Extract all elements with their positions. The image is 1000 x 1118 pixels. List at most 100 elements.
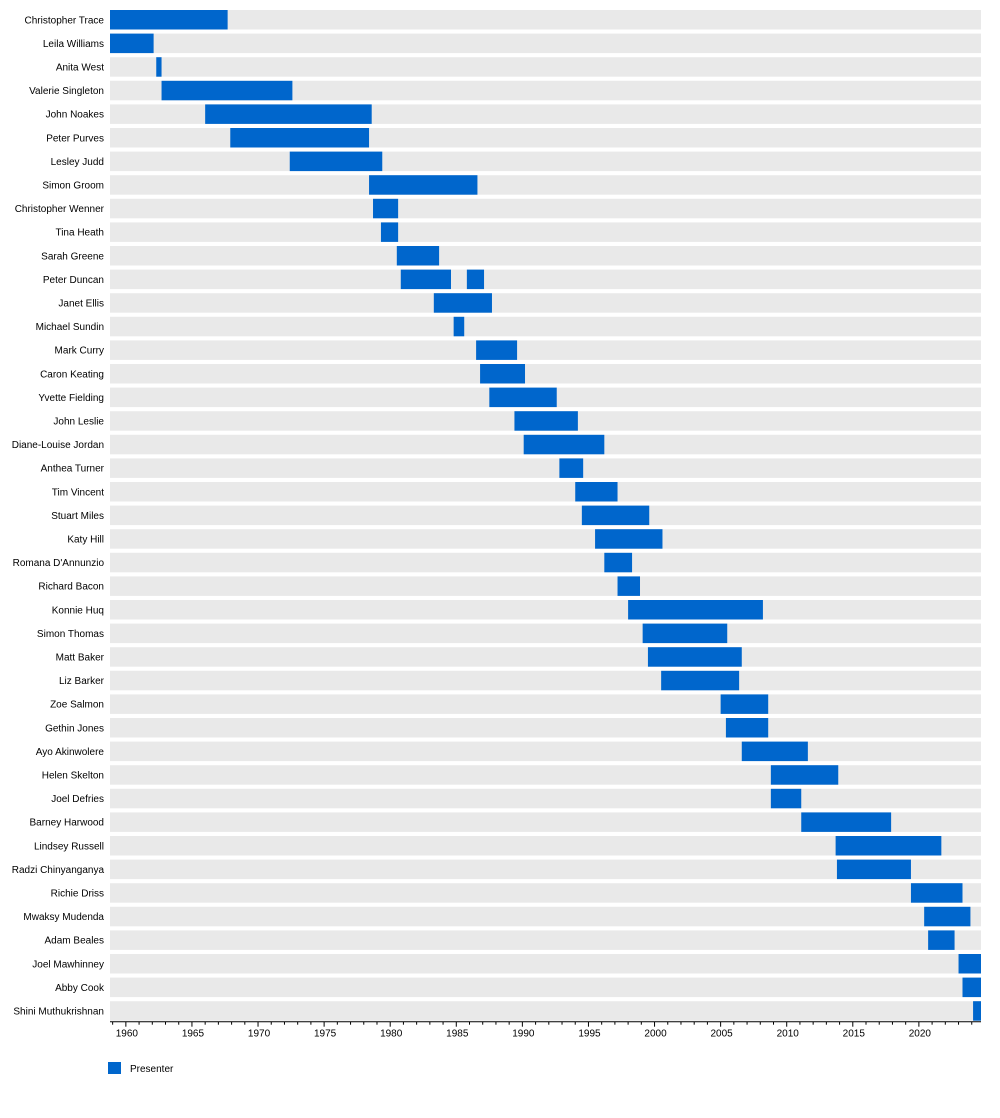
x-tick-label-1965: 1965: [182, 1029, 205, 1040]
row-track-konnie-huq: [110, 600, 981, 620]
row-track-caron-keating: [110, 364, 981, 384]
row-track-matt-baker: [110, 647, 981, 667]
legend-swatch-presenter: [108, 1062, 121, 1074]
label-john-noakes: John Noakes: [46, 110, 104, 121]
row-track-radzi-chinyanganya: [110, 859, 981, 880]
label-peter-duncan: Peter Duncan: [43, 275, 104, 286]
x-tick-label-1980: 1980: [380, 1029, 403, 1040]
row-track-ayo-akinwolere: [110, 741, 981, 762]
row-track-mwaksy-mudenda: [110, 906, 981, 927]
label-zoe-salmon: Zoe Salmon: [50, 700, 104, 711]
bar-yvette-fielding-1: [489, 387, 557, 408]
row-track-shini-muthukrishnan: [110, 1001, 981, 1021]
label-richie-driss: Richie Driss: [51, 888, 104, 899]
bar-michael-sundin-1: [453, 316, 465, 337]
x-tick-label-1990: 1990: [512, 1029, 535, 1040]
row-track-joel-mawhinney: [110, 954, 981, 974]
x-tick-label-2010: 2010: [777, 1029, 800, 1040]
label-mwaksy-mudenda: Mwaksy Mudenda: [23, 912, 104, 923]
bar-konnie-huq-1: [628, 600, 763, 620]
label-leila-williams: Leila Williams: [43, 39, 104, 50]
label-janet-ellis: Janet Ellis: [58, 298, 104, 309]
label-gethin-jones: Gethin Jones: [45, 723, 104, 734]
label-abby-cook: Abby Cook: [55, 983, 105, 994]
x-tick-label-1985: 1985: [446, 1029, 469, 1040]
bar-simon-groom-1: [369, 175, 478, 195]
bar-richie-driss-1: [910, 883, 963, 903]
label-christopher-wenner: Christopher Wenner: [15, 204, 105, 215]
row-track-richard-bacon: [110, 576, 981, 596]
label-diane-louise-jordan: Diane-Louise Jordan: [12, 440, 104, 451]
bar-tim-vincent-1: [575, 482, 618, 502]
bar-gethin-jones-1: [725, 718, 769, 738]
row-track-lesley-judd: [110, 151, 981, 172]
bar-joel-mawhinney-1: [958, 954, 981, 974]
label-peter-purves: Peter Purves: [46, 133, 104, 144]
label-helen-skelton: Helen Skelton: [42, 770, 104, 781]
row-track-barney-harwood: [110, 812, 981, 832]
row-track-romana-d-annunzio: [110, 552, 981, 573]
label-liz-barker: Liz Barker: [59, 676, 105, 687]
x-axis: 1960 1965 1970 1975 1980 1985 1990 1995 2000 2005…: [110, 1021, 981, 1040]
label-stuart-miles: Stuart Miles: [51, 511, 104, 522]
row-track-tina-heath: [110, 222, 981, 242]
label-adam-beales: Adam Beales: [45, 936, 104, 947]
bar-lesley-judd-1: [289, 151, 383, 172]
bar-adam-beales-1: [928, 930, 955, 950]
row-track-valerie-singleton: [110, 80, 981, 101]
legend: Presenter: [108, 1062, 174, 1075]
bar-caron-keating-1: [480, 364, 526, 384]
bar-mwaksy-mudenda-1: [924, 906, 971, 927]
label-anthea-turner: Anthea Turner: [41, 464, 105, 475]
bar-john-leslie-1: [514, 411, 578, 431]
row-track-gethin-jones: [110, 718, 981, 738]
label-simon-groom: Simon Groom: [42, 180, 104, 191]
label-valerie-singleton: Valerie Singleton: [29, 86, 104, 97]
bar-barney-harwood-1: [801, 812, 892, 832]
label-radzi-chinyanganya: Radzi Chinyanganya: [12, 865, 105, 876]
row-track-katy-hill: [110, 529, 981, 549]
row-track-simon-groom: [110, 175, 981, 195]
row-track-simon-thomas: [110, 623, 981, 644]
legend-label-presenter: Presenter: [130, 1064, 174, 1075]
bar-tina-heath-1: [380, 222, 399, 242]
row-track-anthea-turner: [110, 458, 981, 478]
bar-peter-purves-1: [230, 128, 370, 148]
label-barney-harwood: Barney Harwood: [30, 818, 104, 829]
row-track-christopher-wenner: [110, 198, 981, 219]
bar-simon-thomas-1: [642, 623, 728, 644]
bar-richard-bacon-1: [617, 576, 641, 596]
bar-anthea-turner-1: [559, 458, 584, 478]
label-ayo-akinwolere: Ayo Akinwolere: [36, 747, 105, 758]
row-track-peter-duncan: [110, 269, 981, 290]
bar-janet-ellis-1: [433, 293, 492, 313]
label-yvette-fielding: Yvette Fielding: [38, 393, 104, 404]
bar-john-noakes-1: [205, 104, 372, 124]
row-track-abby-cook: [110, 977, 981, 998]
row-track-michael-sundin: [110, 316, 981, 337]
label-konnie-huq: Konnie Huq: [52, 605, 104, 616]
presenter-bars: [110, 10, 981, 1021]
label-anita-west: Anita West: [56, 62, 104, 73]
label-shini-muthukrishnan: Shini Muthukrishnan: [13, 1006, 104, 1017]
label-caron-keating: Caron Keating: [40, 369, 104, 380]
label-simon-thomas: Simon Thomas: [37, 629, 104, 640]
row-track-tim-vincent: [110, 482, 981, 502]
bar-diane-louise-jordan-1: [523, 434, 605, 455]
bar-christopher-trace-1: [110, 10, 228, 30]
label-mark-curry: Mark Curry: [55, 346, 104, 357]
row-track-janet-ellis: [110, 293, 981, 313]
label-romana-d-annunzio: Romana D'Annunzio: [13, 558, 105, 569]
bar-romana-d-annunzio-1: [604, 552, 633, 573]
row-track-helen-skelton: [110, 765, 981, 785]
row-track-christopher-trace: [110, 10, 981, 30]
x-tick-label-1970: 1970: [248, 1029, 271, 1040]
label-joel-defries: Joel Defries: [51, 794, 104, 805]
bar-stuart-miles-1: [581, 505, 650, 526]
bar-peter-duncan-1: [400, 269, 451, 290]
label-matt-baker: Matt Baker: [56, 652, 105, 663]
bar-peter-duncan-2: [466, 269, 485, 290]
bar-radzi-chinyanganya-1: [836, 859, 911, 880]
label-john-leslie: John Leslie: [53, 416, 104, 427]
